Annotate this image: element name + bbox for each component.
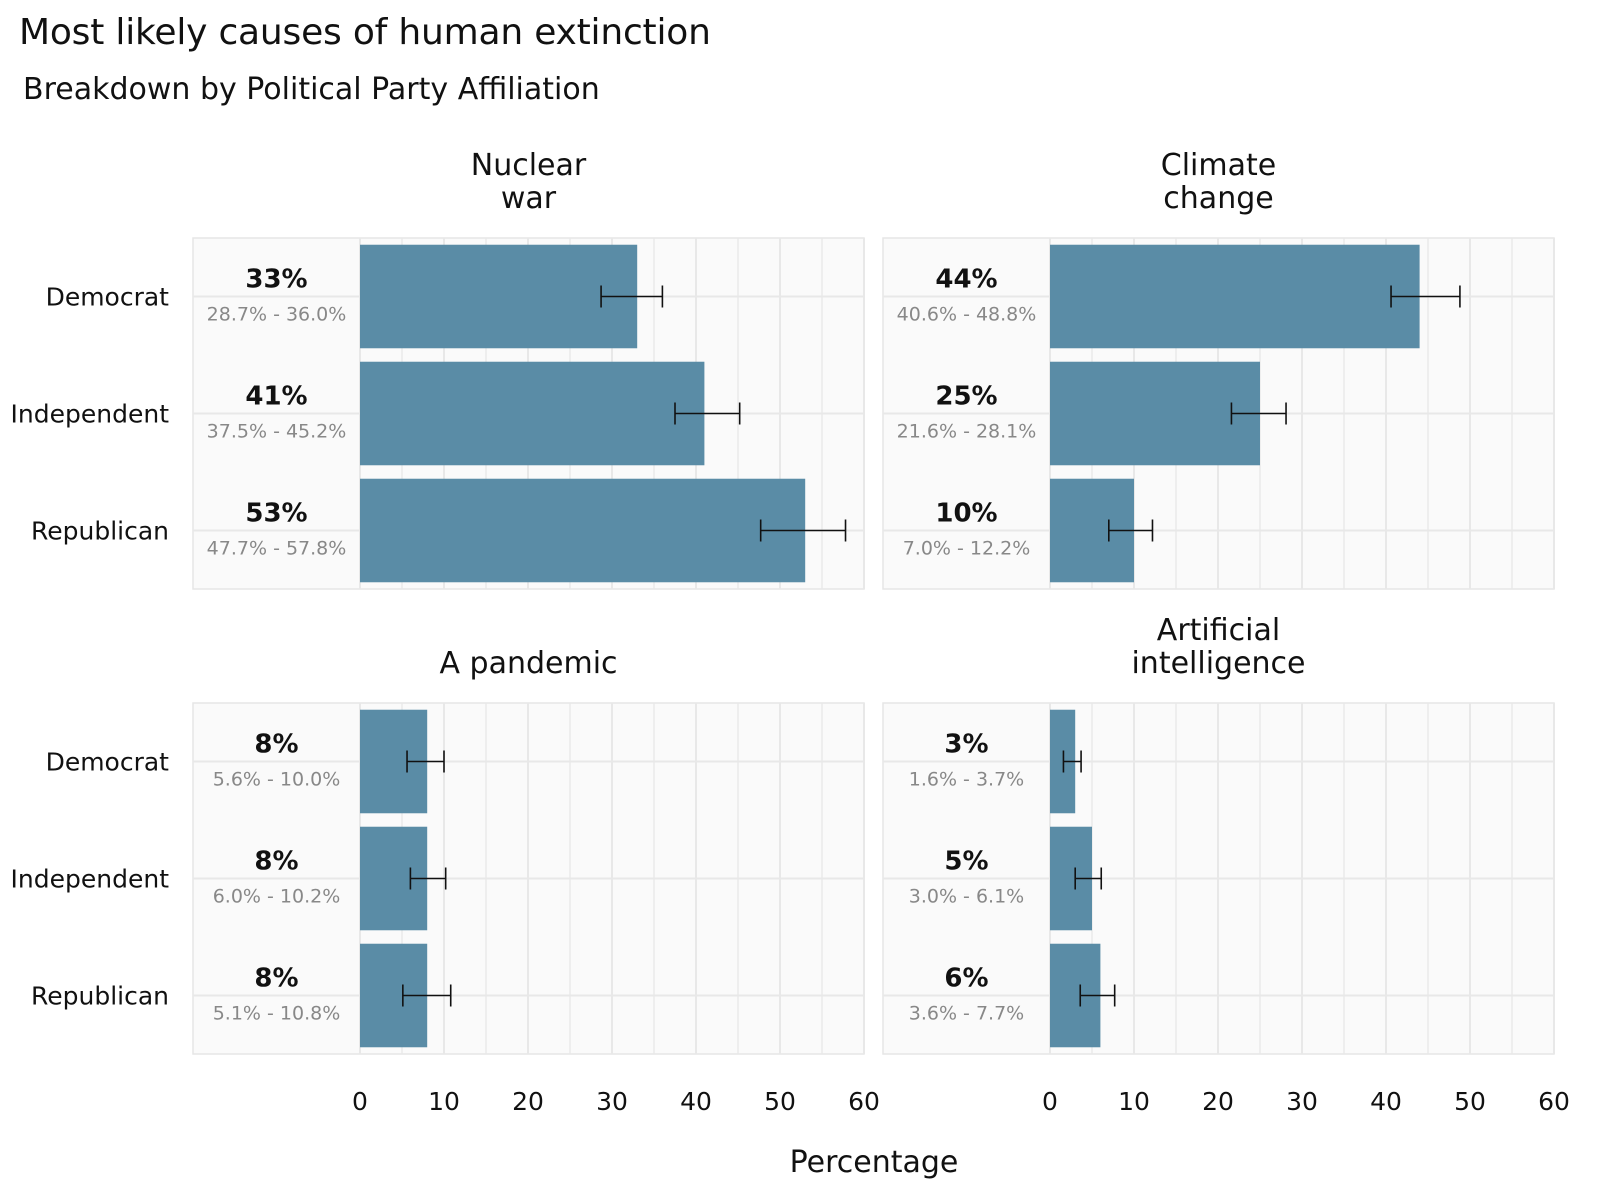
panel-title-line: Artificial xyxy=(1157,613,1280,648)
x-tick-label: 20 xyxy=(1202,1087,1234,1116)
bar xyxy=(1050,361,1260,466)
panel-title-line: war xyxy=(501,181,557,216)
ci-label: 5.6% - 10.0% xyxy=(213,769,341,791)
value-label: 44% xyxy=(935,265,997,295)
value-label: 3% xyxy=(944,730,988,760)
chart-title: Most likely causes of human extinction xyxy=(19,12,711,53)
x-tick-label: 50 xyxy=(764,1087,796,1116)
value-label: 6% xyxy=(944,964,988,994)
ci-label: 7.0% - 12.2% xyxy=(903,538,1031,560)
panel-title-line: A pandemic xyxy=(439,646,617,681)
ci-label: 6.0% - 10.2% xyxy=(213,886,341,908)
bar xyxy=(360,478,806,583)
value-label: 53% xyxy=(245,499,307,529)
ci-label: 21.6% - 28.1% xyxy=(897,421,1037,443)
ci-label: 37.5% - 45.2% xyxy=(207,421,347,443)
ci-label: 3.0% - 6.1% xyxy=(909,886,1024,908)
ci-label: 1.6% - 3.7% xyxy=(909,769,1024,791)
bar xyxy=(1050,244,1420,349)
ci-label: 28.7% - 36.0% xyxy=(207,304,347,326)
value-label: 8% xyxy=(254,847,298,877)
value-label: 33% xyxy=(245,265,307,295)
ci-label: 40.6% - 48.8% xyxy=(897,304,1037,326)
category-label: Democrat xyxy=(46,283,170,312)
panel-title-line: change xyxy=(1163,181,1273,216)
x-tick-label: 60 xyxy=(848,1087,880,1116)
value-label: 41% xyxy=(245,382,307,412)
value-label: 8% xyxy=(254,964,298,994)
x-tick-label: 10 xyxy=(428,1087,460,1116)
panel-title-line: Climate xyxy=(1161,148,1276,183)
chart-subtitle: Breakdown by Political Party Affiliation xyxy=(23,72,600,107)
category-label: Independent xyxy=(11,865,170,894)
category-label: Republican xyxy=(31,517,169,546)
x-tick-label: 40 xyxy=(680,1087,712,1116)
value-label: 5% xyxy=(944,847,988,877)
x-tick-label: 50 xyxy=(1454,1087,1486,1116)
x-tick-label: 30 xyxy=(596,1087,628,1116)
category-label: Republican xyxy=(31,982,169,1011)
x-tick-label: 0 xyxy=(352,1087,368,1116)
x-tick-label: 0 xyxy=(1042,1087,1058,1116)
x-tick-label: 30 xyxy=(1286,1087,1318,1116)
ci-label: 5.1% - 10.8% xyxy=(213,1003,341,1025)
x-tick-label: 10 xyxy=(1118,1087,1150,1116)
value-label: 10% xyxy=(935,499,997,529)
x-tick-label: 40 xyxy=(1370,1087,1402,1116)
x-tick-label: 20 xyxy=(512,1087,544,1116)
x-axis-label: Percentage xyxy=(790,1145,959,1180)
value-label: 8% xyxy=(254,730,298,760)
x-tick-label: 60 xyxy=(1538,1087,1570,1116)
ci-label: 47.7% - 57.8% xyxy=(207,538,347,560)
panel-title-line: intelligence xyxy=(1131,646,1305,681)
category-label: Independent xyxy=(11,400,170,429)
bar xyxy=(360,244,638,349)
value-label: 25% xyxy=(935,382,997,412)
category-label: Democrat xyxy=(46,748,170,777)
panel-title-line: Nuclear xyxy=(471,148,587,183)
bar xyxy=(360,361,705,466)
ci-label: 3.6% - 7.7% xyxy=(909,1003,1024,1025)
